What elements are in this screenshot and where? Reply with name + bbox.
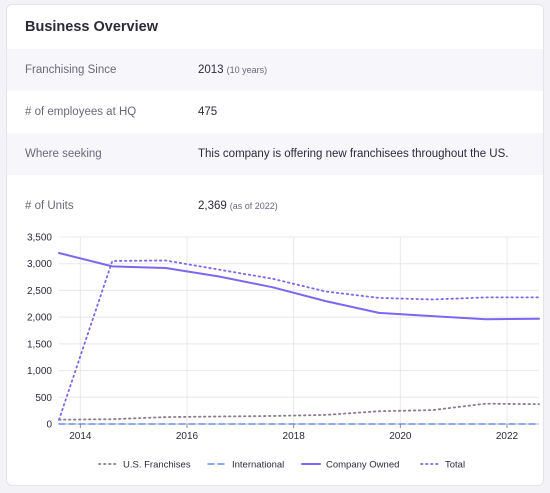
- row-value: 475: [198, 106, 218, 118]
- legend-label-company-owned: Company Owned: [326, 460, 399, 471]
- legend-label-international: International: [232, 460, 284, 471]
- series-line-total: [58, 259, 540, 421]
- x-tick-label: 2022: [496, 431, 519, 442]
- row-label: Where seeking: [25, 148, 102, 160]
- series-line-franchises: [58, 402, 540, 421]
- chart-grid: [59, 236, 539, 425]
- row-value: This company is offering new franchisees…: [198, 148, 509, 160]
- years-note: (10 years): [226, 65, 268, 75]
- y-tick-label: 2,500: [27, 286, 52, 297]
- x-tick-label: 2014: [69, 431, 92, 442]
- row-franchising-since: Franchising Since 2013 (10 years): [7, 49, 543, 91]
- row-where-seeking: Where seeking This company is offering n…: [7, 133, 543, 175]
- chart-lines: [58, 252, 540, 425]
- chart-legend: U.S. Franchises International Company Owne…: [98, 460, 465, 471]
- row-units: # of Units 2,369 (as of 2022): [7, 185, 543, 227]
- y-tick-label: 3,500: [27, 233, 52, 244]
- y-axis: 0 500 1,000 1,500 2,000 2,500 3,000 3,500: [27, 233, 52, 431]
- row-value: 2,369 (as of 2022): [198, 185, 278, 227]
- row-label: Franchising Since: [25, 64, 117, 76]
- row-label: # of employees at HQ: [25, 106, 137, 118]
- x-tick-label: 2016: [176, 431, 199, 442]
- y-tick-label: 500: [35, 393, 52, 404]
- card-title: Business Overview: [25, 19, 158, 35]
- row-label: # of Units: [25, 200, 74, 212]
- units-count: 2,369: [198, 200, 227, 212]
- x-tick-label: 2018: [283, 431, 306, 442]
- x-axis: 2014 2016 2018 2020 2022: [59, 423, 539, 442]
- business-overview-card: Business Overview Franchising Since 2013…: [6, 4, 544, 486]
- series-line-company-owned: [58, 252, 540, 321]
- y-tick-label: 0: [46, 420, 52, 431]
- row-employees: # of employees at HQ 475: [7, 91, 543, 133]
- y-tick-label: 3,000: [27, 259, 52, 270]
- y-tick-label: 2,000: [27, 313, 52, 324]
- franchising-year: 2013: [198, 64, 224, 76]
- legend-label-franchises: U.S. Franchises: [123, 460, 191, 471]
- legend-label-total: Total: [445, 460, 465, 471]
- y-tick-label: 1,000: [27, 366, 52, 377]
- row-value: 2013 (10 years): [198, 49, 267, 91]
- y-tick-label: 1,500: [27, 339, 52, 350]
- units-note: (as of 2022): [229, 201, 278, 211]
- x-tick-label: 2020: [389, 431, 412, 442]
